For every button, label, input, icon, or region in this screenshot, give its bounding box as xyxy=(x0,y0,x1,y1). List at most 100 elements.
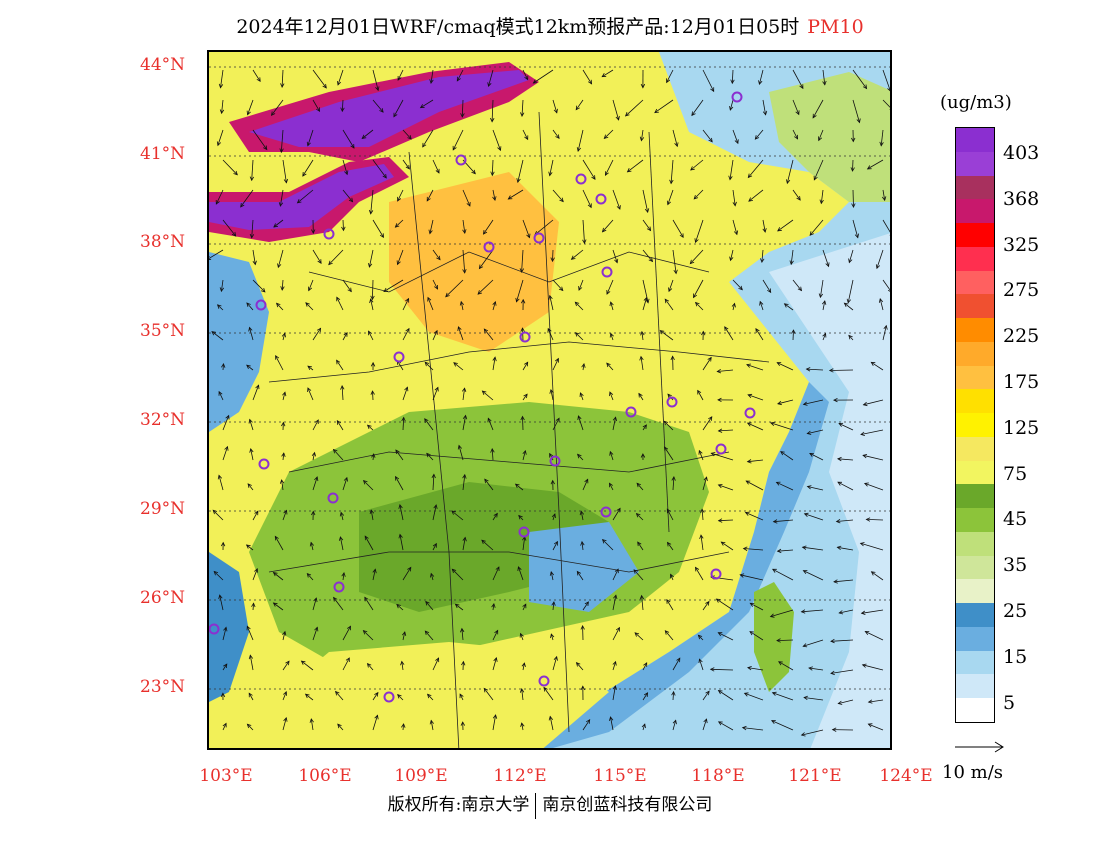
wind-vector-head xyxy=(550,633,555,639)
wind-vector-head xyxy=(836,545,842,551)
wind-vector xyxy=(522,129,529,140)
wind-vector-head xyxy=(591,175,596,180)
wind-vector xyxy=(743,548,764,551)
wind-vector xyxy=(552,541,558,551)
wind-vector-head xyxy=(642,424,647,430)
wind-vector-head xyxy=(693,194,699,200)
wind-vector-head xyxy=(612,416,617,422)
wind-vector xyxy=(633,569,644,581)
wind-vector-head xyxy=(519,632,524,638)
wind-vector-head xyxy=(433,329,438,335)
pollution-core-north xyxy=(249,70,529,147)
wind-vector-head xyxy=(659,330,665,335)
wind-vector-head xyxy=(216,304,222,309)
wind-vector xyxy=(424,418,434,431)
wind-vector xyxy=(761,249,764,263)
wind-vector xyxy=(702,357,712,371)
wind-vector xyxy=(672,476,675,491)
wind-vector xyxy=(627,159,644,173)
wind-vector-head xyxy=(395,475,400,481)
colorbar-label: 368 xyxy=(1003,187,1040,210)
wind-vector-head xyxy=(277,263,282,269)
wind-vector xyxy=(516,279,524,302)
wind-vector xyxy=(402,298,409,311)
wind-vector-head xyxy=(401,631,407,636)
wind-vector-head xyxy=(881,196,887,202)
wind-vector-head xyxy=(700,508,705,514)
colorbar-segment xyxy=(956,650,994,675)
wind-vector-head xyxy=(717,632,723,637)
wind-vector xyxy=(602,219,614,233)
wind-vector-head xyxy=(274,535,279,541)
wind-vector xyxy=(393,99,404,117)
wind-vector-head xyxy=(770,720,776,724)
wind-vector xyxy=(609,391,614,401)
wind-vector xyxy=(430,720,434,731)
wind-vector-head xyxy=(819,199,824,205)
wind-vector xyxy=(606,362,614,371)
lon-label-115: 115°E xyxy=(593,766,647,786)
wind-vector xyxy=(399,504,404,521)
wind-vector xyxy=(477,279,494,295)
wind-vector xyxy=(729,159,734,180)
colorbar-segment xyxy=(956,365,994,390)
wind-vector xyxy=(663,421,674,431)
wind-vector xyxy=(552,513,556,521)
wind-vector xyxy=(820,189,824,204)
wind-vector xyxy=(812,99,824,118)
wind-vector xyxy=(642,189,649,213)
wind-vector xyxy=(882,325,887,341)
lake-region xyxy=(529,522,639,612)
wind-vector xyxy=(426,453,434,461)
wind-vector xyxy=(312,452,315,461)
wind-vector xyxy=(483,219,494,235)
city-marker xyxy=(731,91,743,103)
colorbar-label: 25 xyxy=(1003,600,1028,622)
wind-vector xyxy=(432,279,438,290)
wind-vector-head xyxy=(521,662,526,668)
colorbar-segment xyxy=(956,436,994,461)
wind-vector-head xyxy=(775,481,781,486)
colorbar-segment xyxy=(956,484,994,508)
wind-vector xyxy=(833,579,854,583)
wind-vector xyxy=(462,219,466,234)
wind-vector xyxy=(770,609,794,617)
wind-vector xyxy=(336,360,344,371)
wind-vector xyxy=(666,599,674,611)
wind-vector-head xyxy=(462,269,467,274)
wind-vector-head xyxy=(584,601,589,607)
wind-vector-head xyxy=(407,566,412,572)
wind-vector-head xyxy=(747,173,753,179)
wind-vector-head xyxy=(606,362,611,368)
wind-vector xyxy=(880,129,884,146)
wind-vector-head xyxy=(666,599,671,604)
wind-vector xyxy=(698,450,704,461)
wind-vector-head xyxy=(609,301,614,307)
wind-vector-head xyxy=(518,514,523,520)
wind-vector-head xyxy=(306,141,311,147)
wind-vector xyxy=(533,69,554,84)
wind-vector-head xyxy=(246,110,251,116)
wind-vector-head xyxy=(690,166,695,171)
city-marker xyxy=(549,455,561,467)
wind-vector xyxy=(581,541,584,551)
colorbar-segment xyxy=(956,674,994,698)
wind-vector xyxy=(370,299,374,311)
wind-vector-head xyxy=(860,431,866,436)
wind-vector-head xyxy=(280,286,285,291)
wind-vector xyxy=(804,697,824,701)
wind-vector-head xyxy=(280,83,285,88)
wind-vector xyxy=(459,693,464,701)
wind-vector xyxy=(664,630,674,641)
wind-vector xyxy=(577,129,584,152)
wind-vector-head xyxy=(776,638,781,643)
wind-vector-head xyxy=(311,451,316,457)
wind-vector xyxy=(522,69,529,80)
wind-vector-head xyxy=(487,82,492,88)
wind-vector xyxy=(395,476,404,491)
wind-vector xyxy=(492,714,496,731)
colorbar-unit: (ug/m3) xyxy=(940,92,1012,113)
wind-vector-head xyxy=(697,634,703,640)
wind-vector-head xyxy=(492,356,497,362)
wind-vector-head xyxy=(889,234,890,236)
